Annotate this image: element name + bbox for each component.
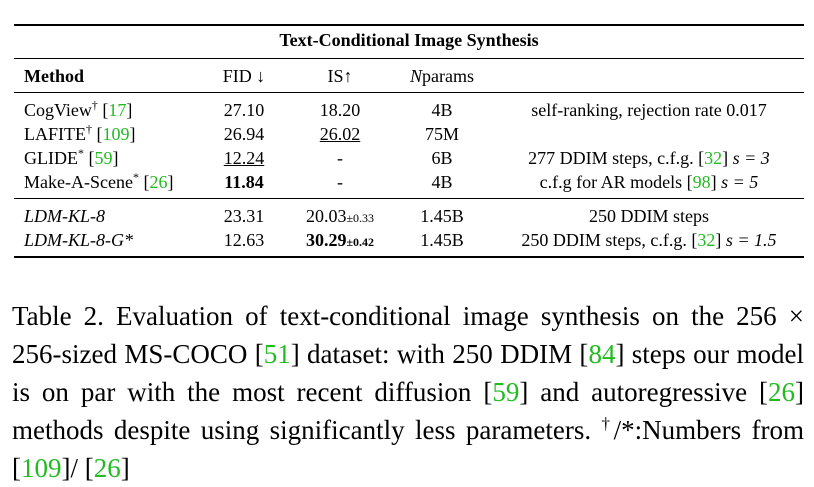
- citation-link[interactable]: 109: [102, 124, 130, 144]
- is-cell: 20.03±0.33: [292, 204, 388, 230]
- notes-cell: c.f.g for AR models [98] s = 5: [494, 170, 804, 194]
- group-rule: [14, 198, 804, 199]
- citation-link[interactable]: 98: [692, 172, 711, 192]
- fid-cell: 11.84: [224, 172, 264, 192]
- footnote-mark: †: [601, 414, 614, 433]
- method-cell: LAFITE† [109]: [24, 122, 136, 144]
- footnote-mark: *: [77, 146, 84, 160]
- notes-cell: 277 DDIM steps, c.f.g. [32] s = 3: [494, 146, 804, 170]
- fid-cell: 23.31: [223, 206, 265, 226]
- is-std: ±0.33: [346, 211, 375, 225]
- citation-link[interactable]: 84: [588, 339, 616, 369]
- table-row: LDM-KL-8 23.31 20.03±0.33 1.45B 250 DDIM…: [14, 204, 804, 228]
- caption-text: ]/ [: [61, 453, 94, 483]
- header-is: IS↑: [327, 66, 353, 86]
- caption-text: ] methods despite using significantly le…: [12, 377, 805, 445]
- fid-cell: 27.10: [223, 100, 265, 120]
- notes-cell: 250 DDIM steps, c.f.g. [32] s = 1.5: [494, 228, 804, 252]
- nparams-cell: 4B: [431, 172, 453, 192]
- caption-text: ] steps our model is on par with the mos…: [12, 339, 804, 407]
- table-title: Text-Conditional Image Synthesis: [279, 30, 539, 50]
- caption-text: ] dataset: with 250 DDIM [: [290, 339, 589, 369]
- method-name: LDM-KL-8-G*: [24, 230, 134, 250]
- bottom-rule: [14, 256, 804, 258]
- nparams-cell: 1.45B: [420, 206, 464, 226]
- citation-link[interactable]: 26: [768, 377, 796, 407]
- is-value: 20.03: [305, 206, 347, 226]
- is-value: 30.29: [305, 230, 347, 250]
- is-cell: -: [337, 172, 343, 192]
- method-name: LDM-KL-8: [24, 206, 106, 226]
- method-name: GLIDE: [24, 148, 78, 168]
- header-fid: FID ↓: [222, 66, 266, 86]
- method-name: Make-A-Scene: [24, 172, 133, 192]
- nparams-cell: 4B: [431, 100, 453, 120]
- fid-cell: 12.63: [223, 230, 265, 250]
- header-nparams-sub: params: [422, 66, 474, 86]
- table-row: LAFITE† [109] 26.94 26.02 75M: [14, 122, 804, 146]
- citation-link[interactable]: 32: [697, 230, 716, 250]
- method-cell: GLIDE* [59]: [24, 146, 119, 168]
- citation-link[interactable]: 59: [492, 377, 520, 407]
- fid-cell: 26.94: [223, 124, 265, 144]
- nparams-cell: 6B: [431, 148, 453, 168]
- method-cell: CogView† [17]: [24, 98, 133, 120]
- citation-link[interactable]: 51: [263, 339, 291, 369]
- notes-text: 277 DDIM steps, c.f.g. [: [528, 148, 705, 168]
- citation-link[interactable]: 109: [21, 453, 62, 483]
- guidance-scale: s = 1.5: [725, 230, 777, 250]
- table-caption: Table 2. Evaluation of text-conditional …: [12, 297, 804, 487]
- title-rule: [14, 58, 804, 59]
- notes-text: ]: [715, 230, 722, 250]
- is-cell: -: [337, 148, 343, 168]
- table-row: GLIDE* [59] 12.24 - 6B 277 DDIM steps, c…: [14, 146, 804, 170]
- is-cell: 18.20: [319, 100, 361, 120]
- is-cell: 30.29±0.42: [292, 228, 388, 254]
- citation-link[interactable]: 26: [93, 453, 121, 483]
- method-name: CogView: [24, 100, 92, 120]
- citation-link[interactable]: 59: [94, 148, 113, 168]
- header-row: Method FID ↓ IS↑ Nparams: [14, 64, 804, 88]
- citation-link[interactable]: 32: [704, 148, 723, 168]
- notes-text: 250 DDIM steps, c.f.g. [: [521, 230, 698, 250]
- nparams-cell: 1.45B: [420, 230, 464, 250]
- guidance-scale: s = 3: [732, 148, 770, 168]
- notes-text: ]: [722, 148, 729, 168]
- is-cell: 26.02: [319, 124, 361, 144]
- table-row: LDM-KL-8-G* 12.63 30.29±0.42 1.45B 250 D…: [14, 228, 804, 252]
- method-name: LAFITE: [24, 124, 86, 144]
- table-row: CogView† [17] 27.10 18.20 4B self-rankin…: [14, 98, 804, 122]
- table-row: Make-A-Scene* [26] 11.84 - 4B c.f.g for …: [14, 170, 804, 194]
- caption-text: ]: [120, 453, 130, 483]
- caption-text: ] and autoregressive [: [519, 377, 769, 407]
- notes-text: c.f.g for AR models [: [539, 172, 693, 192]
- top-rule: [14, 24, 804, 26]
- header-nparams-n: N: [410, 66, 423, 86]
- footnote-mark: *: [132, 170, 139, 184]
- citation-link[interactable]: 17: [108, 100, 127, 120]
- header-nparams: Nparams: [392, 64, 492, 88]
- is-std: ±0.42: [346, 235, 375, 249]
- header-method: Method: [24, 66, 84, 86]
- notes-text: ]: [710, 172, 717, 192]
- nparams-cell: 75M: [424, 124, 459, 144]
- notes-cell: 250 DDIM steps: [589, 206, 709, 226]
- caption-text: Table 2. Evaluation of text-conditional …: [12, 301, 804, 369]
- footnote-mark: †: [91, 98, 98, 112]
- method-cell: Make-A-Scene* [26]: [24, 170, 174, 192]
- citation-link[interactable]: 26: [149, 172, 168, 192]
- fid-cell: 12.24: [223, 148, 265, 168]
- header-rule: [14, 92, 804, 93]
- guidance-scale: s = 5: [721, 172, 759, 192]
- footnote-mark: †: [86, 122, 92, 136]
- notes-cell: self-ranking, rejection rate 0.017: [531, 100, 767, 120]
